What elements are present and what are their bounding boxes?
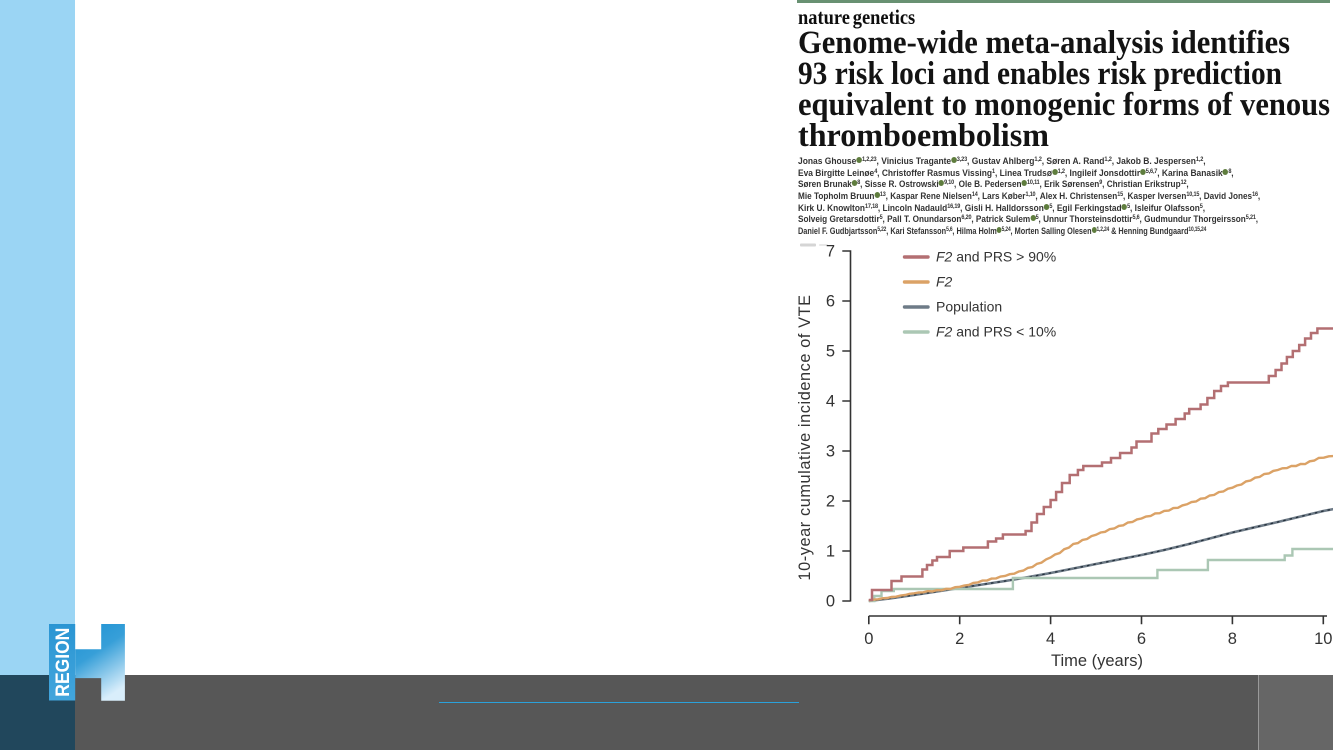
svg-text:4: 4 (826, 393, 835, 411)
svg-text:1: 1 (826, 543, 835, 561)
svg-text:F2: F2 (936, 274, 953, 290)
svg-text:5: 5 (826, 343, 835, 361)
svg-text:10-year cumulative incidence o: 10-year cumulative incidence of VTE (796, 294, 814, 580)
svg-text:F2 and PRS < 10%: F2 and PRS < 10% (936, 324, 1056, 340)
svg-text:REGION: REGION (52, 628, 74, 697)
svg-text:7: 7 (826, 243, 835, 261)
svg-text:3: 3 (826, 443, 835, 461)
svg-text:2: 2 (826, 493, 835, 511)
svg-text:F2 and PRS > 90%: F2 and PRS > 90% (936, 249, 1056, 265)
svg-text:10: 10 (1314, 630, 1332, 648)
svg-text:6: 6 (826, 293, 835, 311)
svg-text:4: 4 (1046, 630, 1055, 648)
svg-text:0: 0 (864, 630, 873, 648)
svg-text:Population: Population (936, 299, 1002, 315)
svg-text:8: 8 (1228, 630, 1237, 648)
svg-text:6: 6 (1137, 630, 1146, 648)
svg-text:0: 0 (826, 593, 835, 611)
svg-text:Time (years): Time (years) (1051, 652, 1143, 670)
svg-text:2: 2 (955, 630, 964, 648)
